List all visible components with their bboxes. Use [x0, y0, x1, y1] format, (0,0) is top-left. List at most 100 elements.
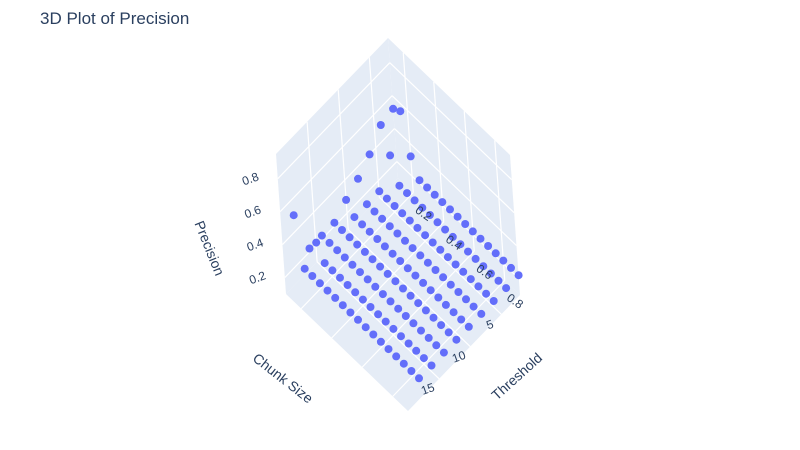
data-point[interactable]	[424, 333, 433, 342]
data-point[interactable]	[382, 194, 391, 203]
data-point[interactable]	[356, 268, 364, 277]
data-point[interactable]	[396, 257, 405, 265]
data-point[interactable]	[346, 308, 355, 317]
data-point[interactable]	[454, 288, 463, 296]
data-point[interactable]	[484, 242, 493, 250]
data-point[interactable]	[419, 278, 428, 287]
data-point[interactable]	[415, 374, 423, 383]
data-point[interactable]	[412, 346, 421, 355]
data-point[interactable]	[410, 196, 419, 205]
data-point[interactable]	[448, 232, 457, 241]
data-point[interactable]	[423, 258, 432, 267]
data-point[interactable]	[416, 251, 425, 260]
data-point[interactable]	[419, 354, 428, 363]
data-point[interactable]	[413, 223, 422, 232]
data-point[interactable]	[378, 290, 387, 299]
data-point[interactable]	[399, 284, 407, 293]
data-point[interactable]	[394, 304, 403, 313]
data-point[interactable]	[398, 209, 407, 218]
data-point[interactable]	[353, 240, 362, 249]
data-point[interactable]	[499, 256, 508, 265]
data-point[interactable]	[370, 207, 379, 216]
data-point[interactable]	[300, 264, 309, 273]
data-point[interactable]	[363, 275, 372, 284]
data-point[interactable]	[389, 104, 398, 113]
data-point[interactable]	[418, 203, 427, 212]
data-point[interactable]	[407, 367, 416, 375]
data-point[interactable]	[317, 231, 326, 240]
data-point[interactable]	[429, 313, 438, 322]
data-point[interactable]	[436, 245, 445, 254]
data-point[interactable]	[446, 280, 455, 289]
data-point[interactable]	[462, 295, 470, 304]
data-point[interactable]	[464, 322, 473, 331]
data-point[interactable]	[351, 288, 360, 297]
data-point[interactable]	[358, 295, 367, 304]
data-point[interactable]	[365, 227, 374, 236]
data-point[interactable]	[338, 226, 346, 234]
data-point[interactable]	[378, 214, 387, 223]
data-point[interactable]	[479, 262, 488, 271]
data-point[interactable]	[380, 242, 389, 251]
data-point[interactable]	[312, 238, 321, 247]
data-point[interactable]	[360, 247, 369, 256]
data-point[interactable]	[308, 272, 317, 280]
data-point[interactable]	[431, 266, 440, 274]
data-point[interactable]	[350, 213, 359, 222]
data-point[interactable]	[457, 315, 466, 324]
data-point[interactable]	[441, 225, 450, 234]
data-point[interactable]	[381, 317, 390, 326]
data-point[interactable]	[345, 233, 354, 242]
data-point[interactable]	[466, 275, 475, 284]
data-point[interactable]	[386, 151, 395, 160]
data-point[interactable]	[428, 238, 437, 247]
data-point[interactable]	[354, 315, 362, 324]
data-point[interactable]	[474, 282, 483, 291]
data-point[interactable]	[399, 359, 408, 368]
data-point[interactable]	[489, 297, 498, 305]
data-point[interactable]	[449, 308, 458, 317]
data-point[interactable]	[434, 293, 443, 302]
data-point[interactable]	[456, 240, 465, 249]
data-point[interactable]	[365, 150, 374, 159]
data-point[interactable]	[414, 299, 423, 308]
data-point[interactable]	[384, 345, 393, 354]
data-point[interactable]	[409, 319, 418, 328]
data-point[interactable]	[389, 324, 398, 333]
data-point[interactable]	[388, 249, 397, 258]
data-point[interactable]	[390, 202, 399, 210]
data-point[interactable]	[331, 293, 340, 302]
data-point[interactable]	[397, 332, 405, 341]
data-point[interactable]	[411, 271, 420, 280]
data-point[interactable]	[437, 321, 446, 330]
data-point[interactable]	[333, 246, 342, 255]
data-point[interactable]	[315, 279, 324, 288]
data-point[interactable]	[415, 176, 424, 185]
data-point[interactable]	[330, 218, 339, 227]
data-point[interactable]	[459, 267, 468, 276]
data-point[interactable]	[343, 281, 352, 289]
data-point[interactable]	[444, 328, 453, 337]
data-point[interactable]	[403, 264, 412, 273]
data-point[interactable]	[362, 200, 371, 209]
data-point[interactable]	[320, 259, 329, 268]
data-point[interactable]	[391, 277, 400, 286]
data-point[interactable]	[383, 269, 392, 278]
data-point[interactable]	[404, 339, 413, 348]
data-point[interactable]	[439, 273, 448, 282]
data-point[interactable]	[486, 269, 495, 278]
data-point[interactable]	[451, 260, 460, 269]
data-point[interactable]	[476, 234, 485, 243]
data-point[interactable]	[405, 216, 414, 225]
data-point[interactable]	[385, 222, 394, 231]
data-point[interactable]	[423, 183, 432, 192]
data-point[interactable]	[482, 289, 491, 298]
data-point[interactable]	[336, 273, 344, 282]
data-point[interactable]	[507, 263, 515, 272]
data-point[interactable]	[468, 227, 477, 236]
data-point[interactable]	[375, 187, 384, 196]
data-point[interactable]	[427, 361, 436, 370]
data-point[interactable]	[373, 235, 382, 243]
data-point[interactable]	[403, 189, 411, 198]
